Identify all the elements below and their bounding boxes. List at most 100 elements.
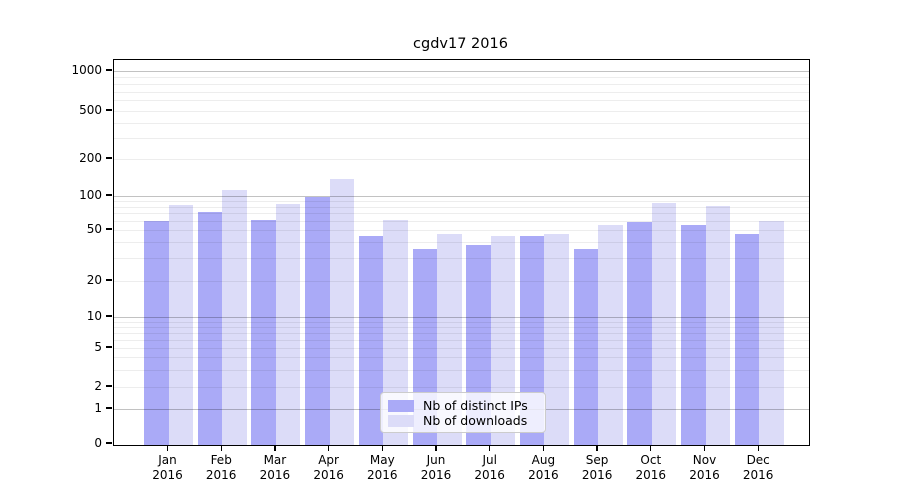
- gridline-30: [114, 258, 809, 260]
- y-tick-label-200: 200: [79, 151, 102, 165]
- bar-downloads-dec: [759, 221, 784, 445]
- y-tick-mark-200: [106, 157, 112, 159]
- x-tick-mark-feb: [220, 445, 222, 452]
- y-tick-mark-500: [106, 109, 112, 111]
- y-tick-mark-1: [106, 407, 112, 409]
- gridline-6: [114, 339, 809, 341]
- bar-downloads-apr: [329, 179, 355, 445]
- legend-label-downloads: Nb of downloads: [423, 413, 528, 428]
- x-tick-mark-sep: [596, 445, 598, 452]
- y-tick-label-1: 1: [94, 401, 102, 415]
- x-tick-mark-jan: [166, 445, 169, 452]
- x-tick-label-apr: Apr 2016: [313, 453, 344, 482]
- gridline-50: [114, 230, 809, 231]
- y-tick-label-2: 2: [94, 379, 102, 393]
- y-tick-label-50: 50: [86, 222, 102, 236]
- gridline-4: [114, 357, 809, 359]
- gridline-300: [114, 137, 809, 139]
- x-tick-label-nov: Nov 2016: [689, 453, 720, 482]
- bar-distinct-ips-may: [358, 235, 384, 445]
- gridline-2: [114, 387, 809, 388]
- x-tick-mark-jul: [489, 445, 491, 452]
- gridline-80: [114, 206, 809, 208]
- x-tick-mark-may: [381, 445, 383, 452]
- gridline-7: [114, 332, 809, 334]
- x-tick-mark-nov: [703, 445, 706, 452]
- y-tick-mark-5: [106, 346, 112, 348]
- gridline-8: [114, 326, 809, 328]
- x-tick-label-dec: Dec 2016: [742, 453, 774, 482]
- gridline-3: [114, 369, 809, 371]
- y-tick-mark-50: [106, 228, 112, 230]
- gridline-800: [114, 83, 809, 85]
- x-tick-label-oct: Oct 2016: [635, 453, 667, 482]
- gridline-500: [114, 111, 809, 112]
- x-tick-label-sep: Sep 2016: [581, 453, 613, 482]
- gridline-20: [114, 281, 809, 282]
- gridline-9: [114, 321, 809, 323]
- legend-label-distinct-ips: Nb of distinct IPs: [423, 398, 528, 413]
- y-tick-label-5: 5: [94, 340, 102, 354]
- gridline-10: [114, 317, 809, 318]
- bar-downloads-nov: [705, 206, 730, 445]
- x-tick-label-may: May 2016: [367, 453, 398, 482]
- bar-downloads-feb: [222, 190, 247, 445]
- gridline-5: [114, 348, 809, 349]
- legend-row: Nb of distinct IPs: [388, 398, 537, 413]
- plot-area: Nb of distinct IPs Nb of downloads: [113, 59, 810, 446]
- bar-downloads-aug: [544, 234, 569, 445]
- legend-swatch-downloads: [388, 414, 414, 427]
- gridline-200: [114, 159, 809, 160]
- gridline-100: [114, 196, 809, 197]
- legend-swatch-distinct-ips: [388, 399, 414, 412]
- bar-distinct-ips-sep: [573, 249, 599, 445]
- gridline-90: [114, 201, 809, 203]
- gridline-700: [114, 91, 809, 93]
- bar-downloads-jan: [168, 204, 193, 445]
- y-tick-label-20: 20: [86, 273, 102, 287]
- gridline-400: [114, 122, 809, 124]
- bar-downloads-mar: [275, 203, 301, 445]
- y-tick-mark-1000: [106, 69, 112, 71]
- legend-row: Nb of downloads: [388, 413, 537, 428]
- gridline-900: [114, 77, 809, 79]
- y-tick-mark-100: [106, 194, 112, 196]
- gridline-1000: [114, 71, 809, 72]
- gridline-40: [114, 242, 809, 244]
- x-tick-mark-mar: [274, 445, 276, 452]
- x-tick-mark-jun: [435, 445, 437, 452]
- bar-distinct-ips-nov: [681, 224, 706, 445]
- x-tick-label-feb: Feb 2016: [205, 453, 237, 482]
- bar-distinct-ips-dec: [734, 234, 760, 445]
- bar-distinct-ips-jan: [144, 221, 169, 445]
- x-tick-label-jun: Jun 2016: [420, 453, 452, 482]
- y-tick-mark-20: [106, 279, 112, 281]
- x-tick-label-mar: Mar 2016: [259, 453, 291, 482]
- x-tick-label-jan: Jan 2016: [152, 453, 183, 482]
- y-tick-label-0: 0: [94, 436, 102, 450]
- y-tick-mark-0: [106, 442, 112, 444]
- x-tick-mark-oct: [650, 445, 652, 452]
- bar-distinct-ips-feb: [197, 211, 223, 445]
- x-tick-mark-dec: [757, 445, 759, 452]
- x-tick-mark-apr: [327, 445, 330, 452]
- y-tick-mark-2: [106, 385, 112, 387]
- y-tick-label-1000: 1000: [71, 63, 102, 77]
- bar-downloads-oct: [651, 202, 677, 445]
- x-tick-label-jul: Jul 2016: [474, 453, 505, 482]
- y-tick-mark-10: [106, 315, 112, 317]
- gridline-70: [114, 213, 809, 215]
- legend: Nb of distinct IPs Nb of downloads: [380, 392, 546, 433]
- gridline-60: [114, 221, 809, 223]
- bar-distinct-ips-apr: [305, 197, 330, 445]
- y-tick-label-10: 10: [86, 309, 102, 323]
- bar-distinct-ips-mar: [251, 220, 276, 445]
- y-tick-label-100: 100: [79, 188, 102, 202]
- x-tick-mark-aug: [542, 445, 545, 452]
- y-tick-label-500: 500: [79, 103, 102, 117]
- chart-title: cgdv17 2016: [413, 36, 508, 52]
- bar-distinct-ips-oct: [627, 222, 652, 445]
- bar-downloads-sep: [598, 224, 623, 445]
- x-tick-label-aug: Aug 2016: [528, 453, 559, 482]
